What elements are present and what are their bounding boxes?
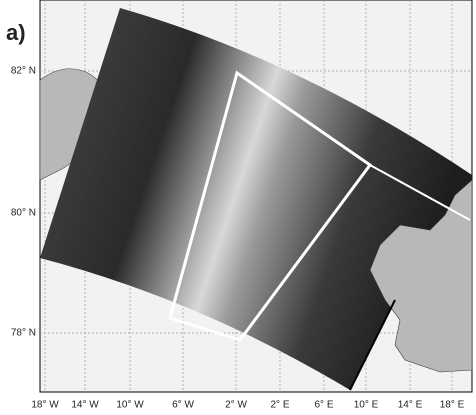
panel-label: a) xyxy=(6,20,26,45)
lon-label: 14° W xyxy=(71,400,99,411)
lon-label: 6° E xyxy=(314,400,333,411)
lon-label: 6° W xyxy=(172,400,194,411)
lon-label: 14° E xyxy=(398,400,423,411)
map-figure: a) 82° N 80° N 78° N 18° W 14° W 10° W 6… xyxy=(0,0,476,415)
lon-label: 2° W xyxy=(225,400,247,411)
lon-label: 18° E xyxy=(440,400,465,411)
lat-label: 82° N xyxy=(11,66,36,77)
lat-label: 80° N xyxy=(11,208,36,219)
lon-label: 18° W xyxy=(31,400,59,411)
lon-label: 10° W xyxy=(116,400,144,411)
lon-label: 2° E xyxy=(270,400,289,411)
lat-label: 78° N xyxy=(11,328,36,339)
lon-label: 10° E xyxy=(354,400,379,411)
